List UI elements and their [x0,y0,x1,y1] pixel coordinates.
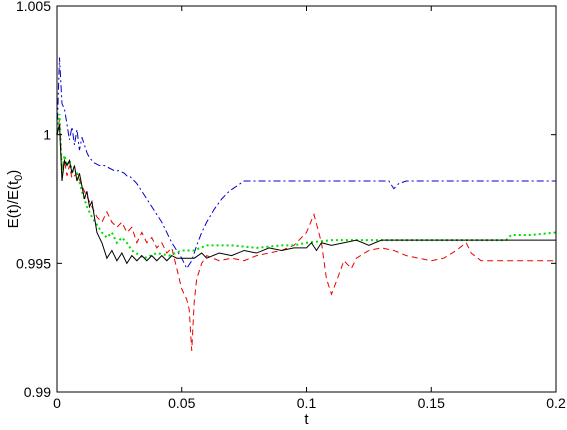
tick-layer: 0 0.05 0.1 0.15 0.2 0.99 0.995 1 1.005 [16,0,566,411]
x-tick-label: 0.05 [168,395,195,411]
x-axis-label: t [304,411,309,425]
series-line-dashdot [56,57,556,270]
series-line-dotted [56,113,557,260]
x-tick-label: 0.15 [418,395,445,411]
x-tick-label: 0.2 [546,395,566,411]
y-tick-label: 1.005 [16,0,51,14]
y-axis-label-subscript: 0 [13,175,25,181]
y-axis-label: E(t)/E(t0) [5,170,25,229]
y-axis-label-close: ) [5,170,22,175]
y-axis-label-main: E(t)/E(t [5,180,22,228]
series-line-solid [56,124,556,265]
series-layer [56,57,557,351]
plot-frame [56,5,557,393]
y-tick-label: 0.995 [16,255,51,271]
x-tick-label: 0 [53,395,61,411]
y-tick-label: 0.99 [24,384,51,400]
y-tick-label: 1 [43,127,51,143]
x-tick-label: 0.1 [297,395,317,411]
series-line-dashed [56,119,556,351]
